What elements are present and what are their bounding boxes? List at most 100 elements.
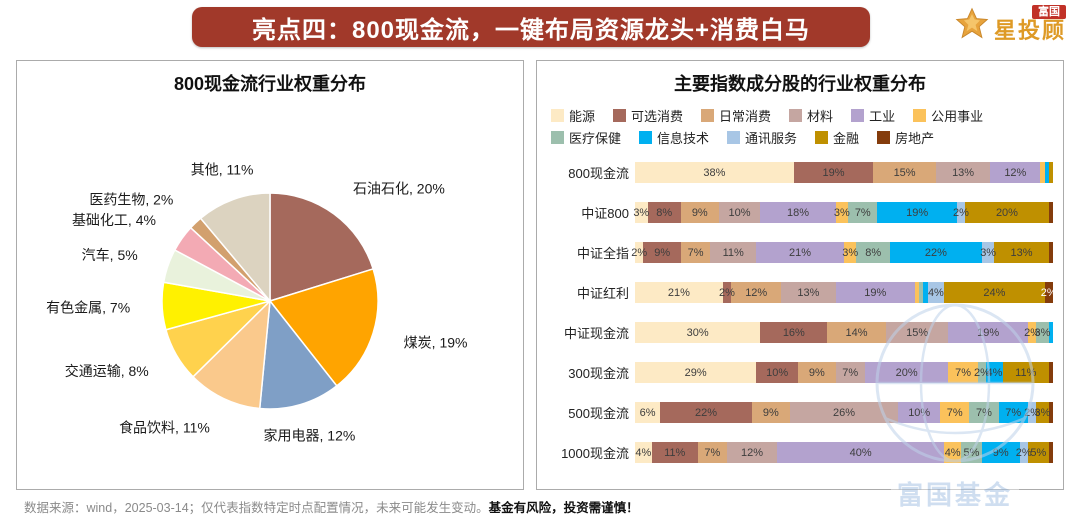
legend-swatch-icon	[913, 108, 927, 122]
bar-segment-公用事业: 3%	[833, 202, 850, 223]
bar-segment-日常消费: 15%	[873, 162, 936, 183]
stacked-bar: 21% 2% 12% 13% 19% 4% 24% 2%	[635, 282, 1057, 303]
legend-item-可选消费: 可选消费	[613, 106, 683, 125]
bar-segment-工业: 19%	[948, 322, 1028, 343]
bar-segment-日常消费: 9%	[798, 362, 836, 383]
bar-chart-rows: 800现金流 38% 19% 15% 13% 12% 中证800 3% 8% 9% 10% 18% 3%…	[543, 162, 1057, 463]
legend-item-材料: 材料	[789, 106, 833, 125]
bar-segment-value: 7%	[704, 446, 721, 459]
bar-segment-value: 19%	[977, 326, 1000, 339]
bar-segment-value: 2%	[719, 286, 735, 299]
bar-segment-金融: 3%	[1035, 402, 1050, 423]
bar-segment-工业: 10%	[898, 402, 941, 423]
bar-segment-value: 16%	[782, 326, 805, 339]
bar-segment-信息技术	[923, 282, 928, 303]
bar-segment-value: 9%	[808, 366, 825, 379]
bar-segment-能源: 6%	[635, 402, 661, 423]
legend-item-信息技术: 信息技术	[639, 128, 709, 147]
pie-label-食品饮料: 食品饮料, 11%	[119, 419, 210, 435]
bar-row-label: 中证全指	[576, 246, 629, 261]
bar-segment-value: 19%	[864, 286, 887, 299]
pie-label-交通运输: 交通运输, 8%	[65, 363, 149, 379]
bar-segment-房地产	[1048, 362, 1053, 383]
bar-segment-value: 9%	[992, 446, 1009, 459]
bar-segment-材料: 13%	[935, 162, 991, 183]
bar-segment-可选消费: 8%	[647, 202, 681, 223]
bar-segment-value: 12%	[1004, 166, 1027, 179]
bar-segment-value: 9%	[691, 206, 708, 219]
bar-row-label: 300现金流	[568, 366, 629, 381]
bar-segment-医疗保健	[919, 282, 924, 303]
bar-segment-value: 13%	[1010, 246, 1033, 259]
bar-segment-房地产	[1048, 442, 1053, 463]
legend-label: 金融	[833, 130, 860, 146]
bar-segment-信息技术: 22%	[889, 242, 982, 263]
legend-swatch-icon	[639, 130, 653, 144]
pie-slice-煤炭	[268, 267, 379, 387]
legend-item-医疗保健: 医疗保健	[551, 128, 621, 147]
bar-segment-可选消费: 22%	[660, 402, 753, 423]
product-name: 星投顾	[993, 18, 1066, 44]
legend-swatch-icon	[613, 108, 627, 122]
bar-segment-日常消费: 9%	[680, 202, 719, 223]
bar-segment-医疗保健: 7%	[848, 202, 878, 223]
bar-segment-信息技术	[1048, 322, 1053, 343]
legend-label: 信息技术	[657, 130, 710, 146]
legend-label: 通讯服务	[745, 130, 798, 146]
legend-label: 工业	[869, 108, 896, 124]
bar-segment-能源: 29%	[635, 362, 757, 383]
bar-chart-legend: 能源 可选消费 日常消费 材料 工业 公用事业 医疗保健 信息技术 通讯服务 金融 房地产	[551, 104, 1053, 148]
legend-label: 可选消费	[631, 108, 684, 124]
bar-segment-value: 22%	[695, 406, 718, 419]
bar-segment-能源: 4%	[635, 442, 652, 463]
bar-segment-材料: 15%	[885, 322, 949, 343]
bar-segment-value: 12%	[741, 446, 764, 459]
legend-label: 日常消费	[719, 108, 772, 124]
bar-segment-公用事业: 4%	[944, 442, 961, 463]
bar-segment-value: 18%	[786, 206, 809, 219]
bar-segment-工业: 40%	[777, 442, 945, 463]
legend-row: 医疗保健 信息技术 通讯服务 金融 房地产	[551, 126, 1053, 148]
legend-swatch-icon	[551, 108, 564, 122]
bar-row-中证全指: 中证全指 2% 9% 7% 11% 21% 3% 8% 22% 3% 13%	[543, 242, 1053, 263]
headline-title: 亮点四：800现金流，一键布局资源龙头+消费白马	[251, 16, 811, 44]
bar-segment-value: 3%	[980, 246, 997, 259]
star-icon	[955, 7, 989, 39]
legend-swatch-icon	[851, 108, 865, 122]
bar-segment-value: 10%	[766, 366, 789, 379]
bar-segment-value: 7%	[842, 366, 859, 379]
bar-segment-value: 38%	[703, 166, 726, 179]
bar-row-中证红利: 中证红利 21% 2% 12% 13% 19% 4% 24% 2%	[543, 282, 1057, 303]
bar-segment-value: 3%	[833, 206, 850, 219]
legend-label: 医疗保健	[569, 130, 622, 146]
bar-row-1000现金流: 1000现金流 4% 11% 7% 12% 40% 4% 5% 9% 2% 5%	[543, 442, 1053, 463]
bar-segment-value: 10%	[728, 206, 751, 219]
bar-segment-材料: 10%	[718, 202, 761, 223]
pie-chart: 石油石化, 20% 煤炭, 19% 家用电器, 12% 食品饮料, 11% 交通运输, …	[46, 161, 468, 443]
bar-segment-信息技术: 4%	[986, 362, 1003, 383]
bar-segment-value: 24%	[983, 286, 1006, 299]
bar-segment-value: 4%	[944, 446, 961, 459]
bar-segment-工业: 12%	[990, 162, 1041, 183]
bar-segment-value: 20%	[895, 366, 918, 379]
bar-segment-通讯服务: 3%	[980, 242, 997, 263]
bar-segment-可选消费: 19%	[793, 162, 874, 183]
bar-segment-value: 13%	[797, 286, 820, 299]
bar-chart-panel: 主要指数成分股的行业权重分布 能源 可选消费 日常消费 材料 工业 公用事业 医疗保健 信息技…	[536, 60, 1064, 490]
headline-banner: 亮点四：800现金流，一键布局资源龙头+消费白马	[192, 7, 870, 47]
bar-segment-通讯服务: 4%	[927, 282, 945, 303]
bar-row-label: 中证现金流	[563, 326, 629, 341]
bar-segment-value: 21%	[667, 286, 690, 299]
data-source-note: 数据来源：wind，2025-03-14；仅代表指数特定时点配置情况，未来可能发…	[24, 501, 489, 515]
bar-segment-value: 2%	[953, 206, 969, 219]
legend-label: 材料	[807, 108, 834, 124]
bar-segment-日常消费: 9%	[752, 402, 790, 423]
pie-label-煤炭: 煤炭, 19%	[404, 335, 468, 351]
stacked-bar: 29% 10% 9% 7% 20% 7% 2% 4% 11%	[635, 362, 1053, 383]
bar-segment-工业: 21%	[756, 242, 844, 263]
brand-logo: 富国 星投顾	[954, 5, 1066, 43]
bar-segment-能源: 2%	[631, 242, 647, 263]
bar-segment-可选消费: 2%	[719, 282, 735, 303]
bar-segment-value: 14%	[845, 326, 868, 339]
